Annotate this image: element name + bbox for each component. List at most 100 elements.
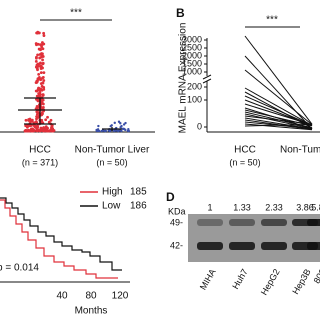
point [36, 98, 40, 102]
point [35, 89, 39, 93]
lane-label: 802 [312, 267, 320, 285]
group-label: HCC [29, 145, 51, 156]
pair-line [244, 69, 313, 126]
x-axis-label: Months [75, 306, 108, 317]
point [39, 48, 42, 51]
point [30, 118, 34, 122]
y-tick-label: 0 [197, 121, 202, 131]
ratio: 5.84 [311, 202, 320, 212]
point [39, 61, 42, 65]
legend-count: 185 [130, 187, 147, 198]
pair-line [244, 95, 313, 126]
legend-label: Low [102, 201, 121, 212]
band [229, 242, 255, 250]
pair-line [244, 123, 313, 127]
group-n: (n = 50) [96, 157, 127, 167]
band [197, 242, 223, 250]
point [35, 104, 39, 108]
point [41, 54, 44, 57]
panel-label: D [166, 190, 175, 204]
point [42, 34, 46, 37]
ratio: 3.86 [296, 202, 314, 212]
marker: 42- [170, 240, 183, 250]
x-tick-label: 80 [85, 291, 97, 302]
pair-line [244, 103, 313, 126]
point [34, 81, 38, 85]
point [36, 42, 40, 46]
point [46, 115, 49, 119]
point [47, 120, 51, 124]
point [35, 110, 39, 114]
point [42, 126, 46, 130]
point [41, 47, 45, 51]
point [24, 124, 28, 128]
marker: 49- [170, 217, 183, 227]
group-n: (n = 50) [229, 157, 260, 167]
significance: *** [70, 8, 82, 19]
group-label: Non-Tumor Liver [75, 145, 150, 156]
point [42, 71, 46, 75]
unit: KDa [168, 206, 186, 216]
point [33, 129, 37, 133]
y-tick-label: 200 [187, 81, 202, 91]
point [27, 119, 31, 122]
y-tick-label: 100 [187, 94, 202, 104]
lane-label: Huh7 [230, 267, 249, 291]
point [35, 115, 39, 119]
legend-label: High [102, 187, 123, 198]
axis-break [202, 78, 212, 84]
lane-label: MIHA [198, 267, 218, 291]
km-curve [0, 199, 118, 279]
point [36, 53, 39, 57]
point [38, 93, 42, 97]
paired-lines [244, 35, 313, 131]
point [95, 129, 98, 133]
x-tick-label: 120 [112, 291, 129, 302]
point [41, 58, 44, 62]
band [229, 219, 255, 226]
point [124, 121, 127, 125]
point [37, 86, 40, 90]
band [261, 219, 287, 226]
point [42, 79, 46, 82]
ratio: 1.33 [233, 202, 251, 212]
point [100, 129, 103, 133]
pair-line [244, 55, 313, 130]
y-tick-label: 3000 [182, 34, 202, 44]
point [49, 118, 53, 122]
group-n: (n = 371) [22, 157, 58, 167]
point [114, 129, 118, 132]
point [38, 77, 42, 81]
point [35, 66, 39, 70]
point [45, 126, 48, 130]
point [120, 124, 123, 128]
lane-label: Hep3B [290, 267, 312, 296]
significance: *** [266, 15, 278, 26]
point [118, 129, 122, 132]
point [35, 56, 38, 60]
point [119, 122, 122, 125]
legend: High 185 Low 186 [80, 187, 147, 212]
axis-break [202, 74, 212, 80]
point [116, 129, 120, 133]
point [123, 127, 126, 131]
error-bars [18, 97, 122, 131]
panel-label: B [176, 6, 185, 20]
point [41, 93, 45, 97]
point [37, 72, 41, 76]
group-label: HCC [234, 145, 256, 156]
band [261, 242, 287, 250]
point [41, 107, 45, 110]
point [34, 107, 38, 110]
y-tick-label: 1000 [182, 66, 202, 76]
band [197, 219, 223, 226]
point [35, 112, 39, 116]
point [97, 124, 100, 128]
point [38, 43, 42, 47]
point [24, 118, 28, 122]
group-label: Non-Tum [280, 145, 320, 156]
point [36, 31, 40, 35]
point [113, 121, 116, 125]
band [307, 242, 320, 250]
